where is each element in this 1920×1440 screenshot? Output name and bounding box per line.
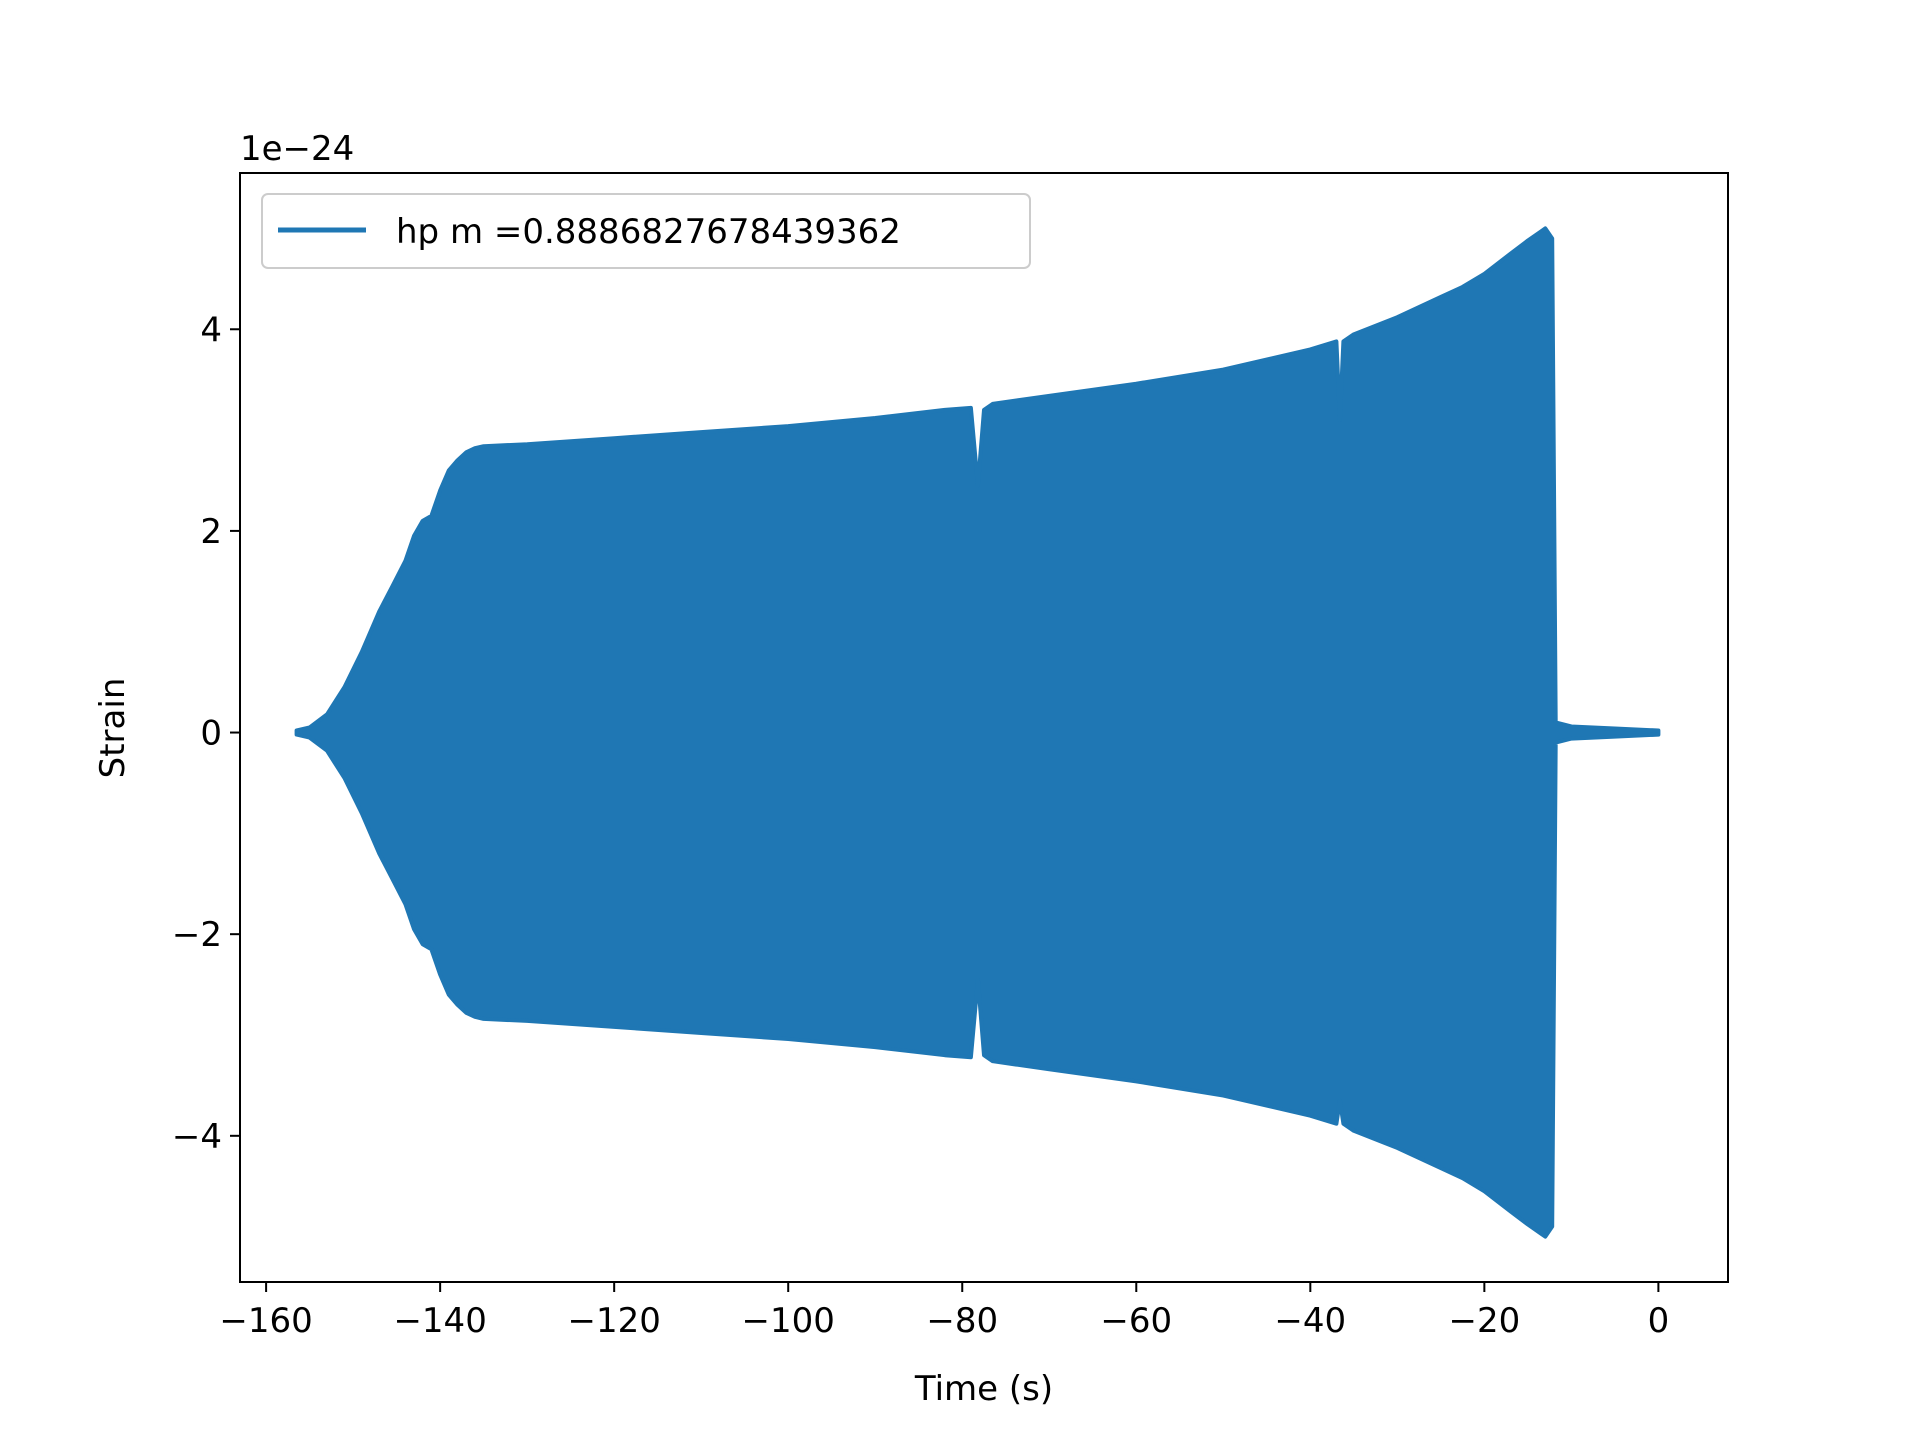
y-tick-label: 2	[200, 512, 222, 552]
y-tick-label: 0	[200, 714, 222, 754]
axes-frame	[239, 172, 1729, 1283]
y-axis-ticks: −4 −2 0 2 4	[172, 310, 240, 1157]
x-tick-label: −140	[393, 1301, 486, 1341]
y-offset-text: 1e−24	[240, 129, 354, 169]
legend-box	[261, 193, 1031, 269]
x-tick-label: −20	[1448, 1301, 1520, 1341]
y-tick-label: −2	[172, 915, 222, 955]
y-axis-label: Strain	[93, 678, 133, 779]
x-axis-label: Time (s)	[914, 1369, 1053, 1409]
x-tick-label: −40	[1274, 1301, 1346, 1341]
x-tick-label: −60	[1100, 1301, 1172, 1341]
legend-entry-label: hp m =0.8886827678439362	[396, 212, 901, 252]
series-layer	[294, 226, 1661, 1239]
y-tick-label: −4	[172, 1117, 222, 1157]
x-tick-label: −160	[219, 1301, 312, 1341]
x-tick-label: −80	[926, 1301, 998, 1341]
x-tick-label: −100	[742, 1301, 835, 1341]
x-tick-label: 0	[1648, 1301, 1670, 1341]
series-hp-waveform	[294, 226, 1661, 1239]
x-axis-ticks: −160 −140 −120 −100 −80 −60 −40 −20 0	[219, 1282, 1669, 1341]
x-tick-label: −120	[567, 1301, 660, 1341]
legend: hp m =0.8886827678439362	[261, 193, 1031, 269]
y-tick-label: 4	[200, 310, 222, 350]
